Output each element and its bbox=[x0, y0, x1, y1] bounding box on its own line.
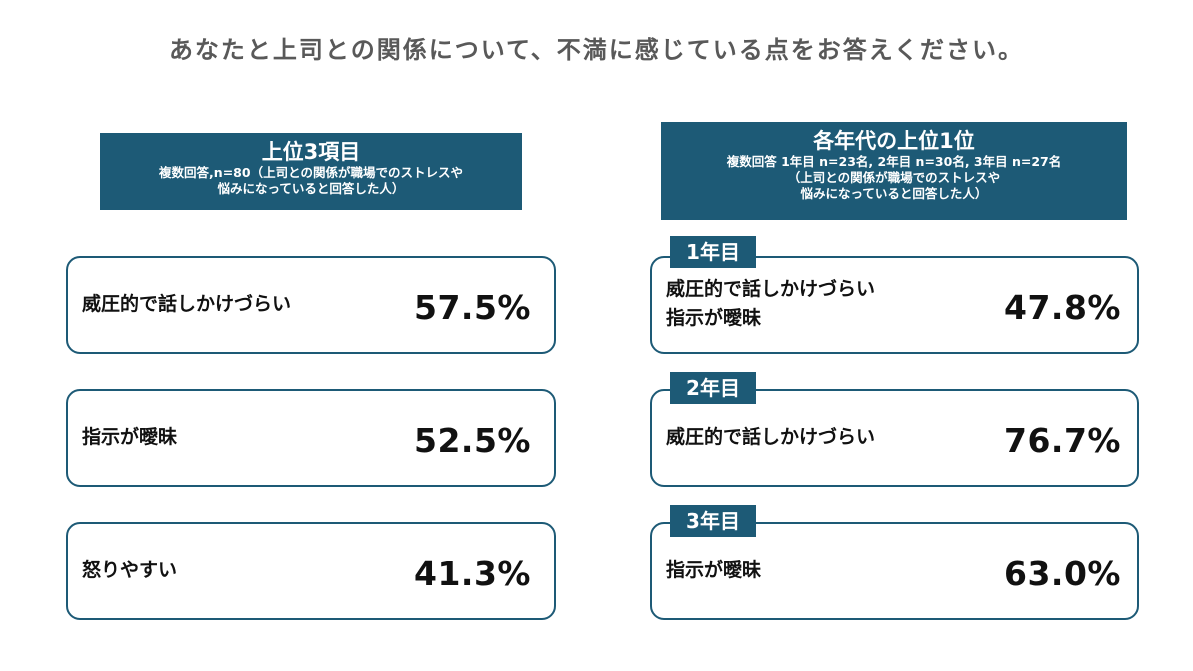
item-percent-label: 57.5% bbox=[414, 288, 531, 327]
item-percent-label: 63.0% bbox=[1004, 554, 1121, 593]
item-percent-label: 47.8% bbox=[1004, 288, 1121, 327]
item-label: 指示が曖昧 bbox=[82, 426, 178, 448]
item-label: 威圧的で話しかけづらい bbox=[666, 426, 876, 448]
year-card-1: 威圧的で話しかけづらい 指示が曖昧 47.8% bbox=[650, 256, 1139, 354]
item-percent-label: 41.3% bbox=[414, 554, 531, 593]
year-card-3: 指示が曖昧 63.0% bbox=[650, 522, 1139, 620]
item-label-line2: 指示が曖昧 bbox=[666, 307, 762, 329]
year-card-2: 威圧的で話しかけづらい 76.7% bbox=[650, 389, 1139, 487]
item-percent-label: 76.7% bbox=[1004, 421, 1121, 460]
top3-item-card: 怒りやすい 41.3% bbox=[66, 522, 556, 620]
by-year-header-title: 各年代の上位1位 bbox=[813, 129, 975, 153]
year-tag-2: 2年目 bbox=[670, 372, 756, 404]
top3-item-card: 指示が曖昧 52.5% bbox=[66, 389, 556, 487]
item-label: 威圧的で話しかけづらい bbox=[82, 293, 292, 315]
year-tag-1: 1年目 bbox=[670, 236, 756, 268]
page-title: あなたと上司との関係について、不満に感じている点をお答えください。 bbox=[168, 36, 1025, 64]
by-year-header: 各年代の上位1位 複数回答 1年目 n=23名, 2年目 n=30名, 3年目 … bbox=[661, 122, 1127, 220]
item-label: 怒りやすい bbox=[82, 559, 178, 581]
item-label-line1: 威圧的で話しかけづらい bbox=[666, 278, 876, 300]
top3-header-title: 上位3項目 bbox=[261, 140, 361, 164]
item-label: 指示が曖昧 bbox=[666, 559, 762, 581]
item-percent-label: 52.5% bbox=[414, 421, 531, 460]
top3-header: 上位3項目 複数回答,n=80（上司との関係が職場でのストレスや 悩みになってい… bbox=[100, 133, 522, 210]
by-year-header-subtitle-line2: （上司との関係が職場でのストレスや bbox=[787, 170, 1001, 185]
top3-header-subtitle-line1: 複数回答,n=80（上司との関係が職場でのストレスや bbox=[159, 165, 463, 180]
year-tag-3: 3年目 bbox=[670, 505, 756, 537]
top3-item-card: 威圧的で話しかけづらい 57.5% bbox=[66, 256, 556, 354]
top3-header-subtitle-line2: 悩みになっていると回答した人） bbox=[217, 181, 405, 196]
by-year-header-subtitle-line3: 悩みになっていると回答した人） bbox=[800, 186, 988, 201]
by-year-header-subtitle-line1: 複数回答 1年目 n=23名, 2年目 n=30名, 3年目 n=27名 bbox=[726, 154, 1062, 169]
